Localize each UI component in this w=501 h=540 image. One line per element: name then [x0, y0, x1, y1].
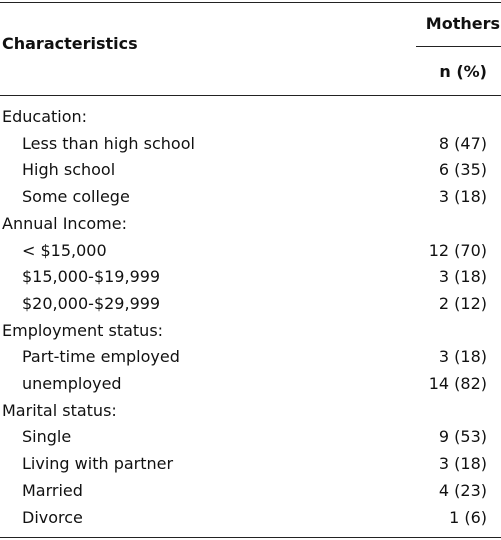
row-label: < $15,000 [22, 240, 107, 260]
header-unit: n (%) [439, 62, 487, 81]
row-value: 14 (82) [428, 374, 487, 393]
row-value: 8 (47) [438, 133, 487, 153]
row-value: 12 (70) [428, 240, 487, 260]
row-label: Single [22, 427, 72, 447]
header-characteristics: Characteristics [2, 34, 138, 53]
row-value: 3 (18) [438, 454, 487, 474]
section-label: Marital status: [2, 400, 117, 420]
section-label: Employment status: [2, 320, 164, 340]
row-label: Less than high school [22, 133, 195, 153]
row-value: 4 (23) [438, 480, 487, 500]
row-value: 6 (35) [438, 160, 487, 180]
bottom-rule [0, 537, 501, 538]
row-label: Part-time employed [22, 347, 180, 367]
header-group: Mothers [425, 14, 500, 33]
row-label: High school [22, 160, 116, 180]
row-label: unemployed [22, 374, 122, 393]
row-value: 9 (53) [438, 427, 487, 447]
row-label: Divorce [22, 507, 83, 527]
top-rule [0, 2, 501, 3]
row-label: $15,000-$19,999 [22, 267, 161, 287]
row-label: Some college [22, 187, 130, 207]
row-value: 1 (6) [449, 507, 487, 527]
row-label: Living with partner [22, 454, 174, 474]
row-label: Married [22, 480, 83, 500]
row-value: 3 (18) [438, 267, 487, 287]
section-label: Education: [2, 107, 88, 126]
row-value: 3 (18) [438, 187, 487, 207]
group-rule [416, 46, 501, 47]
header-rule [0, 95, 501, 96]
row-value: 2 (12) [438, 293, 487, 313]
row-value: 3 (18) [438, 347, 487, 367]
row-label: $20,000-$29,999 [22, 293, 161, 313]
section-label: Annual Income: [2, 213, 127, 233]
